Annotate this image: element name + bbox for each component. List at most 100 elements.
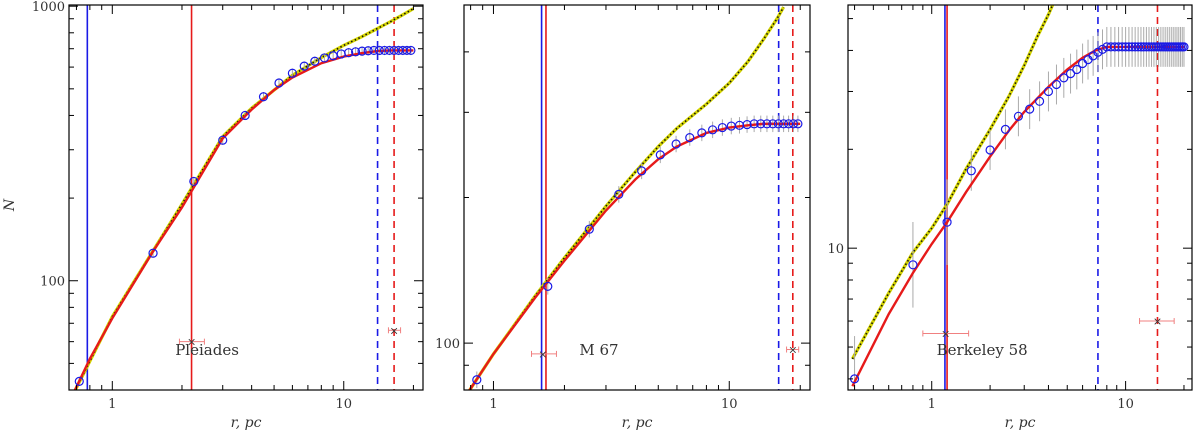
data-point-berkeley-58 <box>985 145 995 155</box>
data-point-berkeley-58 <box>1059 73 1069 83</box>
model-curve-m67 <box>467 6 785 390</box>
data-point-berkeley-58 <box>1151 42 1161 52</box>
data-point-pleiades <box>240 110 250 121</box>
data-point-berkeley-58 <box>1113 42 1124 52</box>
data-point-m67 <box>762 119 772 129</box>
data-point-m67 <box>756 119 766 129</box>
data-point-pleiades <box>379 45 390 56</box>
data-point-berkeley-58 <box>1179 42 1189 52</box>
data-point-berkeley-58 <box>1117 42 1127 52</box>
axes-frame-pleiades <box>68 4 424 391</box>
data-point-m67 <box>543 281 553 291</box>
data-point-m67 <box>697 128 707 138</box>
cluster-name-m67: M 67 <box>579 341 618 359</box>
data-point-m67 <box>768 119 778 129</box>
y-axis-title: N <box>2 198 18 212</box>
x-tick-label-pleiades: 1 <box>108 397 116 412</box>
fit-curve-m67 <box>468 122 801 390</box>
data-point-pleiades <box>148 248 158 258</box>
data-point-berkeley-58 <box>1124 42 1134 52</box>
data-point-pleiades <box>299 61 309 71</box>
data-point-pleiades <box>74 376 84 386</box>
data-point-m67 <box>614 189 624 199</box>
data-point-pleiades <box>389 45 399 56</box>
data-point-berkeley-58 <box>1093 47 1103 57</box>
data-point-berkeley-58 <box>1149 42 1159 52</box>
y-tick-label-pleiades: 1000 <box>32 0 65 15</box>
error-marker-symbol-pleiades: × <box>187 336 196 349</box>
data-point-pleiades <box>258 92 269 102</box>
data-point-berkeley-58 <box>1025 104 1035 114</box>
data-point-pleiades <box>406 45 416 56</box>
data-point-pleiades <box>363 46 373 56</box>
x-tick-label-m67: 10 <box>721 397 738 412</box>
y-tick-label-pleiades: 100 <box>40 275 65 290</box>
data-point-m67 <box>793 119 803 129</box>
data-point-berkeley-58 <box>1146 42 1157 52</box>
model-curve-dots-berkeley-58 <box>851 5 1054 360</box>
x-axis-title-berkeley-58: r, pc <box>1005 415 1036 431</box>
data-point-m67 <box>788 119 798 129</box>
model-curve-dots-pleiades <box>74 7 414 390</box>
axes-frame-m67 <box>463 4 811 391</box>
data-point-berkeley-58 <box>1051 79 1062 90</box>
model-curve-pleiades <box>73 7 415 390</box>
x-tick-label-berkeley-58: 10 <box>1117 397 1134 412</box>
x-tick-label-pleiades: 10 <box>335 397 352 412</box>
data-point-pleiades <box>189 176 199 187</box>
data-point-pleiades <box>310 56 320 66</box>
data-point-berkeley-58 <box>1000 124 1011 134</box>
x-tick-label-berkeley-58: 1 <box>928 397 936 412</box>
data-point-pleiades <box>319 53 330 63</box>
model-curve-dots-m67 <box>468 6 785 390</box>
x-axis-title-pleiades: r, pc <box>231 415 262 431</box>
chart-panel-pleiades: ×× 1 10 100 1000 r, pc Pleiades <box>32 0 424 431</box>
data-point-berkeley-58 <box>1110 42 1120 52</box>
data-point-berkeley-58 <box>942 217 952 227</box>
cluster-name-berkeley-58: Berkeley 58 <box>937 341 1028 359</box>
data-point-berkeley-58 <box>1072 64 1082 75</box>
data-point-pleiades <box>402 45 412 56</box>
error-marker-symbol-berkeley-58: × <box>941 327 950 340</box>
data-point-pleiades <box>350 47 361 57</box>
data-point-m67 <box>708 125 718 135</box>
data-point-m67 <box>472 375 482 385</box>
data-point-berkeley-58 <box>1065 69 1076 79</box>
data-point-pleiades <box>357 46 367 56</box>
x-tick-label-m67: 1 <box>489 397 497 412</box>
cluster-name-pleiades: Pleiades <box>175 341 239 359</box>
data-point-m67 <box>717 122 727 133</box>
data-point-m67 <box>685 132 695 143</box>
data-point-m67 <box>584 224 594 234</box>
error-marker-symbol-m67: × <box>538 348 547 361</box>
data-point-pleiades <box>374 45 384 56</box>
fit-curve-berkeley-58 <box>851 45 1184 387</box>
data-point-pleiades <box>369 45 379 56</box>
data-point-m67 <box>637 166 647 176</box>
data-point-m67 <box>783 119 794 129</box>
y-tick-label-berkeley-58: 10 <box>827 242 844 257</box>
data-point-berkeley-58 <box>1121 42 1131 52</box>
data-point-pleiades <box>344 48 354 58</box>
plot-area-berkeley-58: ×× <box>849 5 1189 390</box>
data-point-berkeley-58 <box>1144 42 1154 52</box>
data-point-m67 <box>671 139 681 149</box>
error-marker-symbol-berkeley-58: × <box>1153 315 1162 328</box>
data-point-m67 <box>742 119 752 130</box>
data-point-berkeley-58 <box>966 166 976 176</box>
data-point-m67 <box>773 119 783 129</box>
fit-curve-pleiades <box>73 49 414 390</box>
data-point-berkeley-58 <box>1127 42 1137 52</box>
data-point-berkeley-58 <box>908 260 918 270</box>
y-tick-label-m67: 100 <box>435 337 460 352</box>
plot-area-pleiades: ×× <box>73 5 416 390</box>
data-point-pleiades <box>274 78 284 88</box>
data-point-pleiades <box>218 135 228 145</box>
data-point-pleiades <box>384 45 395 56</box>
data-point-pleiades <box>287 68 298 78</box>
data-point-m67 <box>655 150 665 160</box>
error-marker-symbol-m67: × <box>788 344 797 357</box>
